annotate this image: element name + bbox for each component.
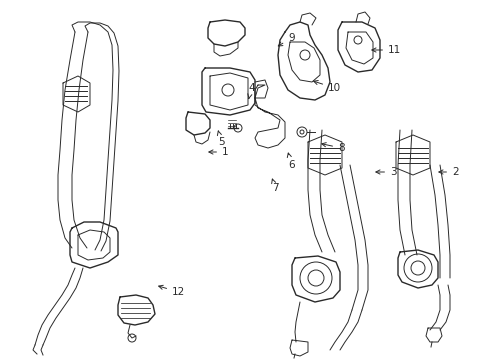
Text: 11: 11 xyxy=(371,45,401,55)
Text: 2: 2 xyxy=(438,167,458,177)
Text: 6: 6 xyxy=(286,153,294,170)
Text: 4: 4 xyxy=(247,83,254,99)
Text: 5: 5 xyxy=(217,131,224,147)
Text: 1: 1 xyxy=(208,147,228,157)
Text: 8: 8 xyxy=(321,143,344,153)
Text: 3: 3 xyxy=(375,167,396,177)
Text: 12: 12 xyxy=(159,285,185,297)
Text: 10: 10 xyxy=(313,81,341,93)
Text: 7: 7 xyxy=(271,179,278,193)
Text: 9: 9 xyxy=(278,33,294,46)
